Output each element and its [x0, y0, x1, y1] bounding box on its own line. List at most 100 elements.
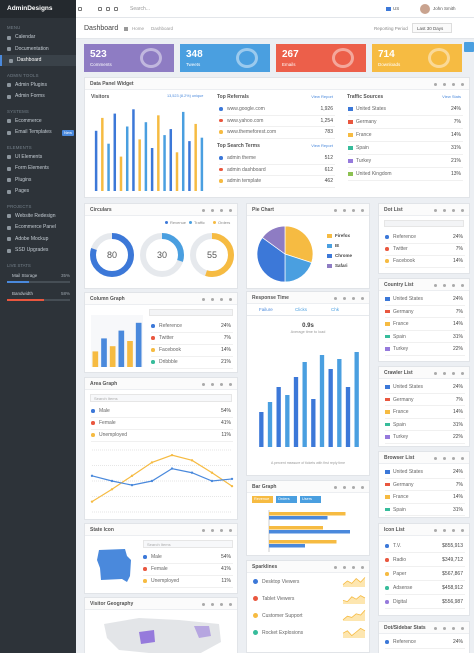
panel-tool[interactable]	[461, 83, 464, 86]
period-value[interactable]: Last 30 Days	[417, 25, 444, 31]
panel-tool[interactable]	[352, 209, 355, 212]
nav-item[interactable]: Admin Forms	[0, 91, 76, 102]
nav-label[interactable]: Ecommerce	[15, 117, 42, 124]
panel-tool[interactable]	[202, 209, 205, 212]
nav-item[interactable]: UI Elements	[0, 152, 76, 163]
panel-tool[interactable]	[461, 209, 464, 212]
panel-tool[interactable]	[452, 627, 455, 630]
panel-tool[interactable]	[211, 529, 214, 532]
panel-tool[interactable]	[202, 529, 205, 532]
nav-label[interactable]: SSD Upgrades	[15, 247, 49, 253]
panel-tool[interactable]	[334, 566, 337, 569]
nav-item[interactable]: Ecommerce Panel	[0, 222, 76, 233]
panel-tool[interactable]	[461, 284, 464, 287]
panel-tool[interactable]	[220, 383, 223, 386]
panel-tool[interactable]	[343, 209, 346, 212]
panel-tool[interactable]	[461, 627, 464, 630]
nav-item[interactable]: Dashboard	[0, 55, 76, 66]
panel-tool[interactable]	[443, 284, 446, 287]
panel-tool[interactable]	[434, 372, 437, 375]
tab-label[interactable]: Users	[302, 496, 312, 501]
panel-tool[interactable]	[343, 486, 346, 489]
panel-tool[interactable]	[461, 529, 464, 532]
settings-button[interactable]	[464, 42, 474, 52]
nav-item[interactable]: SSD Upgrades	[0, 245, 76, 256]
panel-tool[interactable]	[202, 383, 205, 386]
panel-tool[interactable]	[202, 603, 205, 606]
nav-label[interactable]: Pages	[15, 188, 30, 194]
panel-tool[interactable]	[434, 284, 437, 287]
panel-tool[interactable]	[211, 603, 214, 606]
panel-tool[interactable]	[443, 209, 446, 212]
panel-tool[interactable]	[434, 529, 437, 532]
panel-tool[interactable]	[443, 529, 446, 532]
panel-tool[interactable]	[361, 566, 364, 569]
tab[interactable]: Chk	[331, 307, 340, 312]
nav-item[interactable]: Form Elements	[0, 163, 76, 174]
period-select[interactable]: Last 30 Days	[412, 23, 452, 33]
panel-tool[interactable]	[334, 297, 337, 300]
panel-tool[interactable]	[352, 566, 355, 569]
panel-tool[interactable]	[220, 209, 223, 212]
panel-tool[interactable]	[452, 529, 455, 532]
nav-label[interactable]: Form Elements	[15, 165, 49, 171]
search-placeholder[interactable]: Search...	[130, 5, 151, 12]
panel-tool[interactable]	[361, 297, 364, 300]
panel-tool[interactable]	[334, 209, 337, 212]
nav-label[interactable]: Plugins	[15, 176, 32, 183]
nav-label[interactable]: Adobe Mockup	[15, 235, 49, 242]
panel-tool[interactable]	[434, 209, 437, 212]
panel-tool[interactable]	[352, 486, 355, 489]
panel-tool[interactable]	[434, 627, 437, 630]
nav-label[interactable]: Dashboard	[17, 57, 42, 63]
tab-button[interactable]: Orders	[276, 496, 297, 503]
nav-label[interactable]: Admin Plugins	[15, 81, 47, 88]
search-box[interactable]: Search...	[128, 5, 188, 13]
panel-tool[interactable]	[452, 372, 455, 375]
panel-tool[interactable]	[461, 457, 464, 460]
panel-tool[interactable]	[220, 529, 223, 532]
tab[interactable]: Clicks	[295, 307, 307, 312]
panel-tool[interactable]	[343, 566, 346, 569]
panel-tool[interactable]	[443, 627, 446, 630]
panel-tool[interactable]	[434, 83, 437, 86]
panel-tool[interactable]	[220, 298, 223, 301]
tab[interactable]: Failure	[259, 307, 273, 312]
nav-label[interactable]: Email Templates	[15, 129, 52, 135]
crumb[interactable]: Home	[132, 25, 145, 31]
panel-tool[interactable]	[229, 209, 232, 212]
panel-tool[interactable]	[202, 298, 205, 301]
tab-button[interactable]: Users	[300, 496, 321, 503]
nav-item[interactable]: Ecommerce	[0, 116, 76, 127]
nav-label[interactable]: Website Redesign	[15, 212, 56, 219]
panel-tool[interactable]	[452, 83, 455, 86]
panel-tool[interactable]	[443, 457, 446, 460]
tab-label[interactable]: Orders	[278, 496, 290, 501]
panel-tool[interactable]	[211, 298, 214, 301]
user-name[interactable]: John Smith	[433, 6, 456, 11]
nav-label[interactable]: Calendar	[15, 34, 36, 40]
panel-tool[interactable]	[434, 457, 437, 460]
panel-tool[interactable]	[220, 603, 223, 606]
panel-tool[interactable]	[452, 284, 455, 287]
panel-tool[interactable]	[452, 457, 455, 460]
nav-item[interactable]: Website Redesign	[0, 211, 76, 222]
nav-label[interactable]: Ecommerce Panel	[15, 224, 56, 230]
panel-tool[interactable]	[229, 298, 232, 301]
panel-tool[interactable]	[361, 486, 364, 489]
panel-tool[interactable]	[452, 209, 455, 212]
panel-tool[interactable]	[229, 383, 232, 386]
panel-tool[interactable]	[229, 529, 232, 532]
panel-tool[interactable]	[211, 209, 214, 212]
nav-item[interactable]: Calendar	[0, 32, 76, 43]
nav-item[interactable]: Pages	[0, 186, 76, 197]
nav-item[interactable]: Adobe Mockup	[0, 234, 76, 245]
panel-tool[interactable]	[443, 372, 446, 375]
nav-label[interactable]: Documentation	[15, 45, 49, 52]
panel-tool[interactable]	[334, 486, 337, 489]
nav-item[interactable]: Documentation	[0, 44, 76, 55]
panel-tool[interactable]	[461, 372, 464, 375]
nav-label[interactable]: Admin Forms	[15, 93, 45, 99]
panel-tool[interactable]	[211, 383, 214, 386]
nav-item[interactable]: Admin Plugins	[0, 80, 76, 91]
